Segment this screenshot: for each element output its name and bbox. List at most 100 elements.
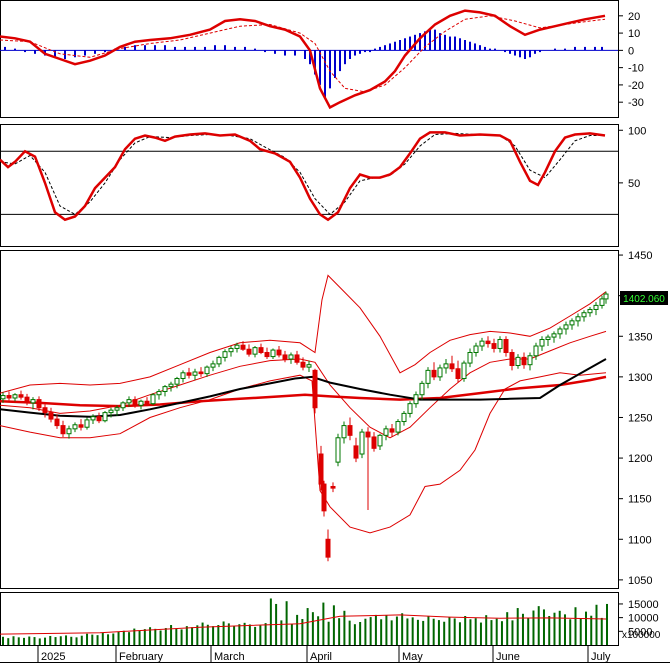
last-price-badge — [620, 291, 668, 305]
candle-down — [294, 354, 300, 363]
candle-down — [449, 363, 455, 370]
candle-up — [425, 369, 431, 384]
candle-down — [24, 396, 30, 404]
candle-down — [264, 352, 270, 358]
candle-up — [120, 402, 126, 409]
candle-up — [222, 351, 228, 358]
stochastic-d-line — [0, 132, 605, 216]
candle-down — [282, 354, 288, 360]
macd-tick-label: -30 — [628, 97, 644, 109]
month-label: February — [119, 651, 164, 663]
candle-down — [48, 412, 54, 420]
last-price-label: 1402.060 — [623, 294, 665, 305]
candle-up — [359, 431, 365, 455]
price-tick-label: 1300 — [628, 372, 652, 384]
candle-down — [318, 453, 324, 485]
candle-up — [569, 320, 575, 326]
candle-up — [603, 293, 609, 300]
volume-panel-frame — [0, 592, 619, 646]
price-tick-label: 1350 — [628, 331, 652, 343]
candle-up — [407, 403, 413, 414]
candle-up — [461, 362, 467, 379]
candle-up — [270, 349, 276, 358]
candle-up — [204, 366, 210, 375]
candle-down — [186, 372, 192, 376]
candle-down — [300, 361, 306, 368]
x-axis: 2025 February March April May June July — [37, 646, 611, 663]
macd-signal-line — [0, 15, 606, 93]
candle-down — [6, 395, 12, 399]
candle-up — [419, 382, 425, 396]
candle-down — [389, 428, 395, 433]
candle-up — [593, 304, 599, 310]
candle-down — [276, 349, 282, 356]
candle-up — [413, 394, 419, 405]
stochastic-panel-frame — [0, 124, 619, 247]
candle-up — [216, 356, 222, 365]
candle-up — [12, 394, 18, 399]
candle-up — [174, 377, 180, 385]
month-label: April — [310, 651, 332, 663]
macd-panel: 20 10 0 -10 -20 -30 — [0, 9, 644, 110]
candle-down — [78, 424, 84, 428]
moving-average-mid — [0, 358, 607, 418]
candle-up — [180, 372, 186, 379]
candle-down — [240, 344, 246, 350]
candle-down — [96, 416, 102, 422]
candle-down — [246, 348, 252, 355]
macd-line — [0, 9, 606, 110]
candle-up — [252, 347, 258, 355]
stochastic-k-line — [0, 131, 606, 222]
candle-up — [288, 354, 294, 360]
candle-down — [144, 400, 150, 405]
price-panel: 145014001350130012501200115011001050 — [0, 250, 652, 587]
candle-up — [581, 312, 587, 318]
candle-up — [539, 339, 545, 347]
price-tick-label: 1050 — [628, 575, 652, 587]
candle-up — [138, 400, 144, 406]
candle-up — [156, 390, 162, 396]
macd-tick-label: -20 — [628, 80, 644, 92]
volume-tick-label: 10000 — [628, 613, 659, 625]
candle-down — [353, 445, 359, 459]
price-tick-label: 1250 — [628, 413, 652, 425]
price-tick-label: 1200 — [628, 453, 652, 465]
candle-up — [108, 409, 114, 414]
candle-up — [150, 394, 156, 405]
candle-down — [365, 431, 371, 438]
candle-down — [431, 369, 437, 378]
candle-down — [321, 483, 327, 512]
candle-up — [84, 419, 90, 428]
bollinger-lower-band — [0, 372, 607, 534]
candle-down — [36, 399, 42, 409]
candle-down — [485, 340, 491, 345]
candle-up — [473, 345, 479, 354]
candle-up — [377, 434, 383, 447]
candle-up — [66, 428, 72, 435]
month-label: July — [591, 651, 611, 663]
candle-up — [395, 421, 401, 433]
candle-down — [258, 347, 264, 354]
candle-up — [306, 364, 312, 368]
candle-up — [551, 333, 557, 338]
candle-up — [72, 424, 78, 430]
candle-up — [437, 367, 443, 378]
stochastic-tick-label: 50 — [628, 178, 640, 190]
candle-up — [162, 386, 168, 392]
stochastic-tick-label: 100 — [628, 125, 646, 137]
candle-up — [228, 347, 234, 353]
candle-up — [0, 395, 6, 400]
stochastic-panel: 100 50 — [0, 125, 646, 222]
macd-panel-frame — [0, 0, 619, 118]
macd-tick-label: 20 — [628, 11, 640, 23]
moving-average-long — [0, 375, 607, 408]
candle-up — [383, 428, 389, 436]
candle-down — [325, 538, 331, 558]
candle-down — [347, 425, 353, 436]
candle-down — [18, 394, 24, 398]
candle-down — [198, 371, 204, 375]
month-label: May — [402, 651, 423, 663]
month-label: June — [496, 651, 520, 663]
